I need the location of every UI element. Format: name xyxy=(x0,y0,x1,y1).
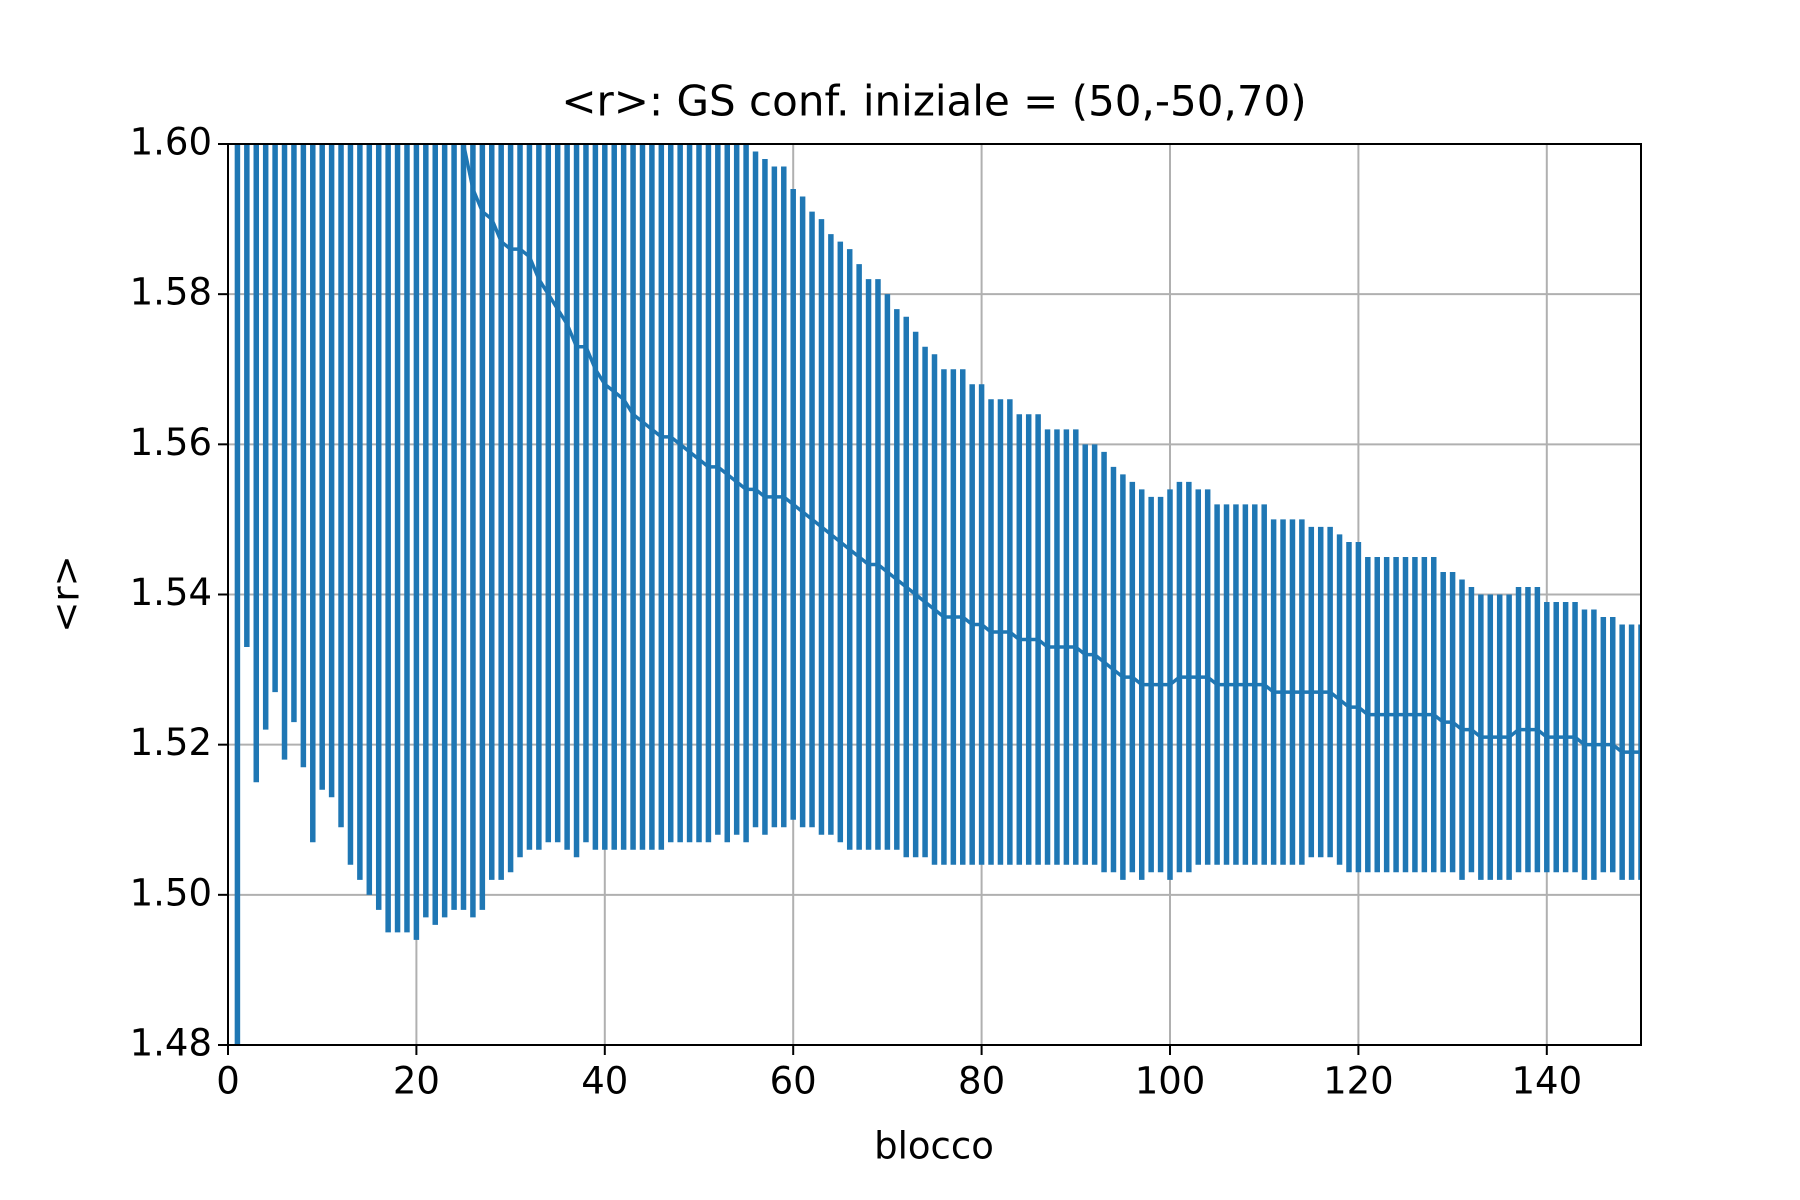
x-tick-label: 0 xyxy=(216,1060,240,1103)
x-tick-label: 40 xyxy=(581,1060,628,1103)
x-tick-label: 60 xyxy=(770,1060,817,1103)
y-tick-label: 1.48 xyxy=(130,1022,212,1065)
plot-area xyxy=(234,144,1641,1045)
chart-title: <r>: GS conf. iniziale = (50,-50,70) xyxy=(561,77,1306,126)
y-axis-label: <r> xyxy=(45,555,88,632)
y-tick-label: 1.54 xyxy=(130,571,212,614)
x-axis-label: blocco xyxy=(874,1125,994,1168)
x-tick-label: 140 xyxy=(1511,1060,1582,1103)
x-tick-label: 100 xyxy=(1135,1060,1206,1103)
x-tick-label: 20 xyxy=(393,1060,440,1103)
mean-line xyxy=(461,144,1641,754)
y-tick-label: 1.50 xyxy=(130,871,212,914)
x-tick-label: 80 xyxy=(958,1060,1005,1103)
y-tick-label: 1.60 xyxy=(130,121,212,164)
x-tick-label: 120 xyxy=(1323,1060,1394,1103)
y-tick-label: 1.58 xyxy=(130,271,212,314)
y-tick-label: 1.52 xyxy=(130,721,212,764)
y-tick-label: 1.56 xyxy=(130,421,212,464)
ticks: 0 20 40 60 80 100 120 140 1.48 1.50 1.52 1.54 1.56 1.… xyxy=(130,121,1583,1103)
